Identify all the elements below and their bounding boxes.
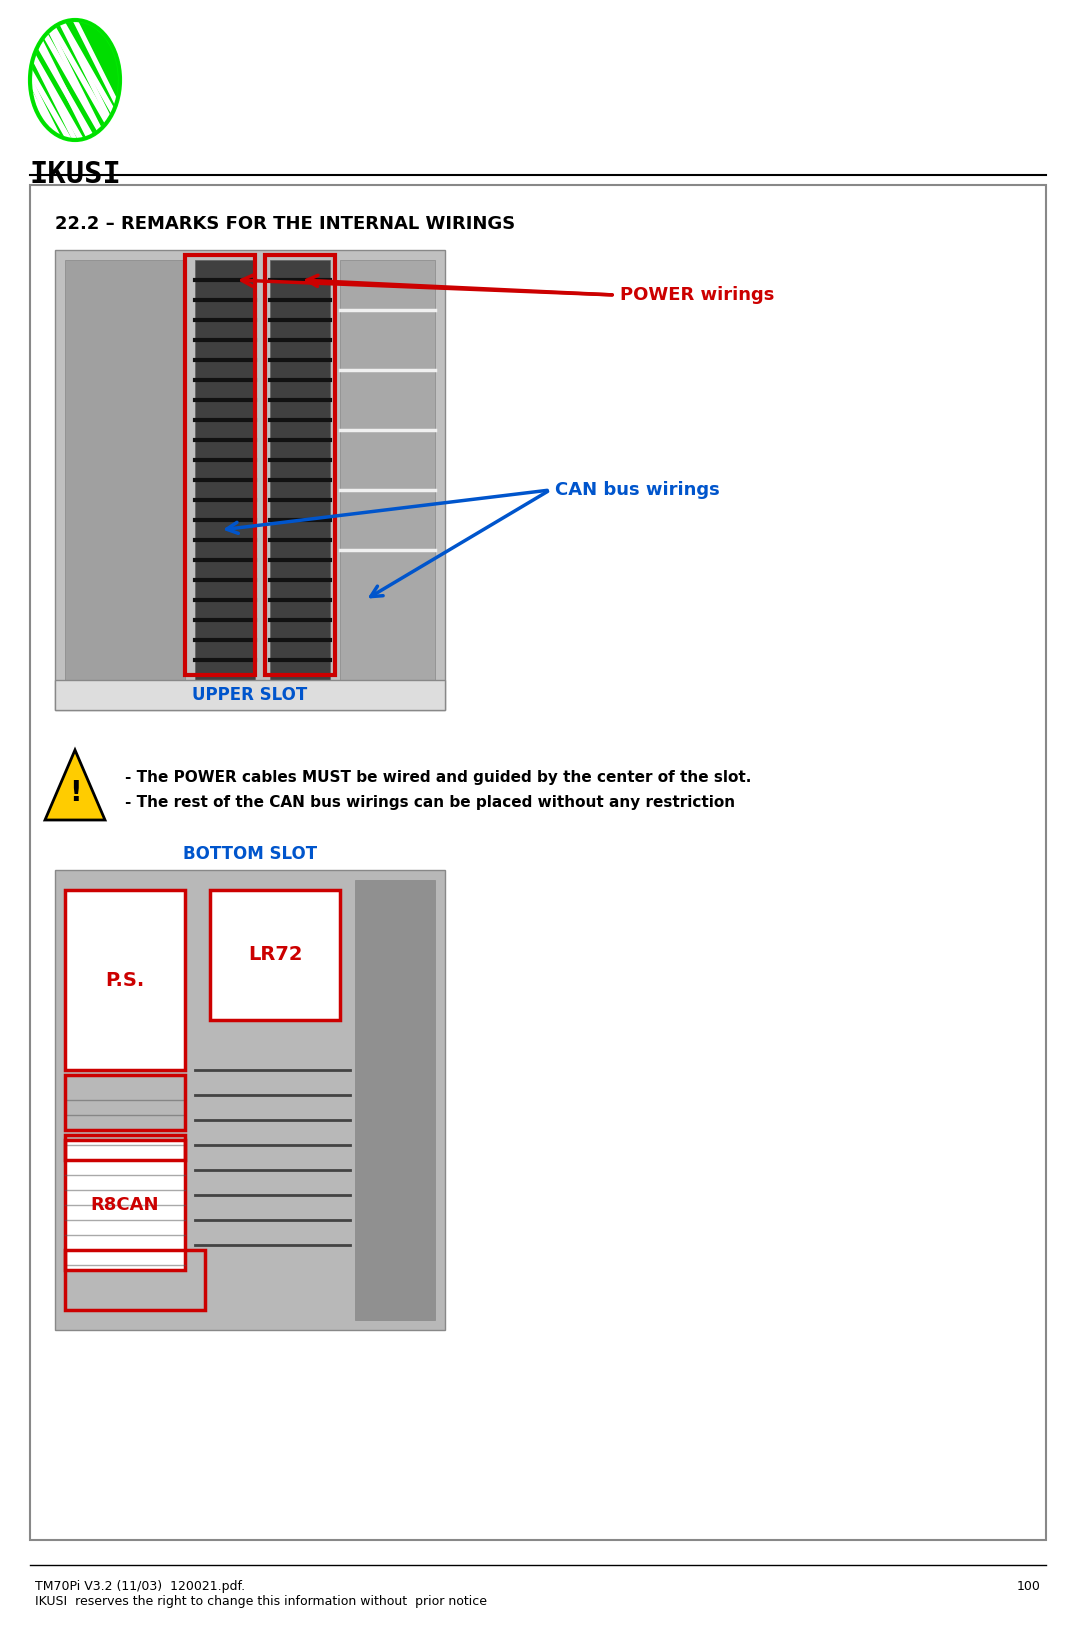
Bar <box>210 890 340 1019</box>
Bar <box>65 1075 185 1130</box>
Text: 100: 100 <box>1017 1580 1040 1593</box>
Text: IKUSI: IKUSI <box>29 160 121 190</box>
Bar <box>55 870 445 1330</box>
Bar <box>55 681 445 710</box>
Bar <box>355 880 435 1320</box>
Text: !: ! <box>69 779 82 807</box>
Text: R8CAN: R8CAN <box>90 1196 159 1214</box>
Bar <box>65 890 185 1070</box>
Ellipse shape <box>30 20 121 141</box>
Text: P.S.: P.S. <box>105 970 144 990</box>
Text: BOTTOM SLOT: BOTTOM SLOT <box>183 846 317 864</box>
Bar <box>340 260 435 700</box>
Text: CAN bus wirings: CAN bus wirings <box>555 481 720 499</box>
Bar <box>185 255 255 676</box>
Bar <box>65 1135 185 1160</box>
Bar <box>65 1250 206 1310</box>
Ellipse shape <box>30 20 121 141</box>
Text: POWER wirings: POWER wirings <box>620 286 775 304</box>
Polygon shape <box>45 749 105 820</box>
Text: TM70Pi V3.2 (11/03)  120021.pdf.
IKUSI  reserves the right to change this inform: TM70Pi V3.2 (11/03) 120021.pdf. IKUSI re… <box>36 1580 487 1608</box>
Text: - The POWER cables MUST be wired and guided by the center of the slot.: - The POWER cables MUST be wired and gui… <box>125 771 751 785</box>
Bar <box>65 260 185 700</box>
Bar <box>55 250 445 710</box>
Bar <box>265 255 335 676</box>
Text: - The rest of the CAN bus wirings can be placed without any restriction: - The rest of the CAN bus wirings can be… <box>125 795 735 810</box>
Text: 22.2 – REMARKS FOR THE INTERNAL WIRINGS: 22.2 – REMARKS FOR THE INTERNAL WIRINGS <box>55 214 515 232</box>
Bar <box>65 1140 185 1270</box>
Text: LR72: LR72 <box>247 946 302 965</box>
Bar <box>30 185 1046 1539</box>
Bar <box>270 260 330 700</box>
Text: UPPER SLOT: UPPER SLOT <box>193 685 308 703</box>
Bar <box>195 260 255 700</box>
